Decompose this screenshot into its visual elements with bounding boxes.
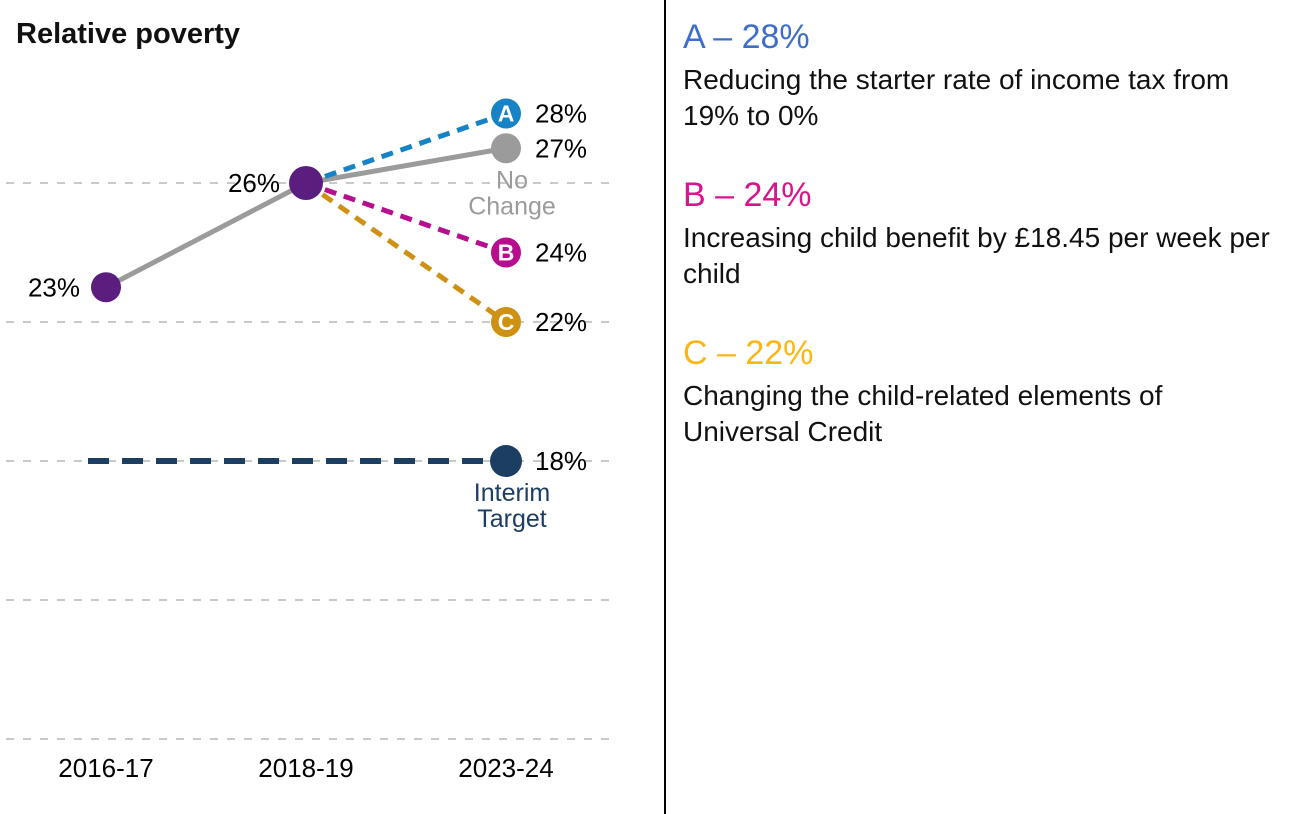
point-label: 23% bbox=[28, 272, 80, 302]
point-label: 22% bbox=[535, 307, 587, 337]
x-axis-label: 2016-17 bbox=[58, 753, 153, 783]
legend-description-a: Reducing the starter rate of income tax … bbox=[683, 64, 1230, 131]
point-label: 26% bbox=[228, 168, 280, 198]
legend-description-c: Changing the child-related elements of U… bbox=[683, 380, 1163, 447]
marker-letter-b: B bbox=[498, 240, 515, 266]
annotation-target: Target bbox=[477, 505, 547, 533]
marker-letter-c: C bbox=[498, 309, 515, 335]
data-point-a bbox=[491, 98, 521, 129]
legend-heading-c: C – 22% bbox=[683, 334, 814, 372]
panel-divider bbox=[664, 0, 666, 814]
data-point-c bbox=[491, 307, 521, 337]
x-axis-label: 2023-24 bbox=[458, 753, 553, 783]
annotation-no: No bbox=[496, 166, 528, 194]
legend-heading-b: B – 24% bbox=[683, 176, 812, 214]
series-line-b bbox=[305, 180, 507, 255]
legend-description-b: Increasing child benefit by £18.45 per w… bbox=[683, 222, 1270, 289]
legend-heading-a: A – 28% bbox=[683, 18, 810, 56]
data-point bbox=[91, 272, 121, 303]
legend-item-a: A – 28% Reducing the starter rate of inc… bbox=[683, 16, 1286, 134]
series-line-c bbox=[304, 180, 508, 325]
legend-item-b: B – 24% Increasing child benefit by £18.… bbox=[683, 174, 1286, 292]
data-point bbox=[490, 445, 522, 477]
chart-title: Relative poverty bbox=[16, 18, 241, 50]
legend-item-c: C – 22% Changing the child-related eleme… bbox=[683, 332, 1286, 450]
data-point bbox=[289, 166, 323, 200]
chart-panel: Relative poverty A B C 23% 26% 28% 27% 24% 22% 18… bbox=[6, 18, 612, 783]
point-label: 27% bbox=[535, 133, 587, 163]
point-label: 28% bbox=[535, 99, 587, 129]
scenario-legend-panel: A – 28% Reducing the starter rate of inc… bbox=[667, 0, 1290, 814]
x-axis-label: 2018-19 bbox=[258, 753, 353, 783]
point-label: 18% bbox=[535, 446, 587, 476]
series-line-a bbox=[305, 111, 507, 186]
data-point-b bbox=[491, 237, 521, 268]
data-point bbox=[491, 133, 521, 164]
annotation-change: Change bbox=[468, 192, 556, 220]
marker-letter-a: A bbox=[498, 101, 515, 127]
point-label: 24% bbox=[535, 238, 587, 268]
annotation-interim: Interim bbox=[474, 479, 550, 507]
